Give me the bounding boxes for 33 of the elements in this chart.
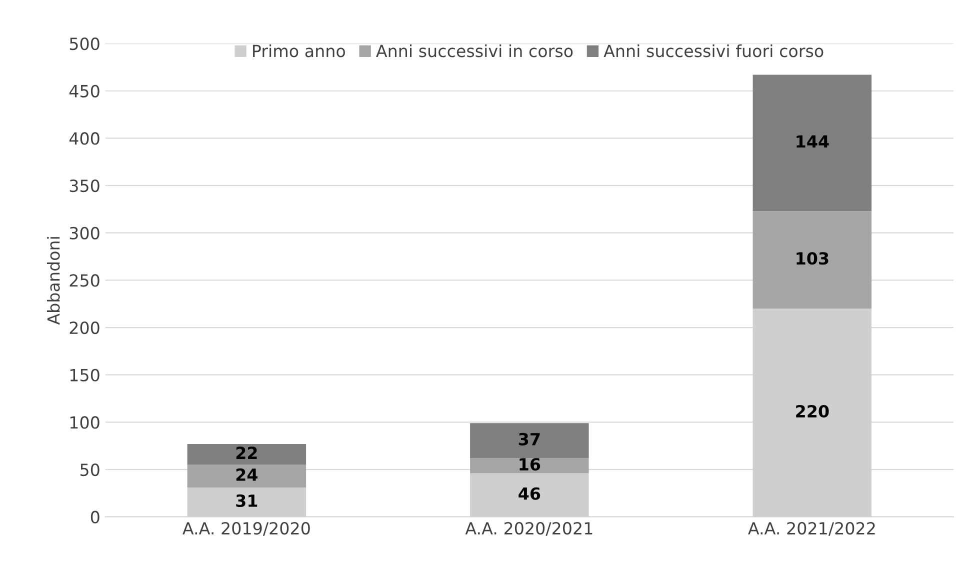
y-tick-label: 0 xyxy=(90,510,100,524)
data-label: 144 xyxy=(796,135,829,148)
bar xyxy=(187,444,306,465)
y-tick-label: 350 xyxy=(70,180,100,192)
bar xyxy=(752,74,872,212)
bar xyxy=(470,458,589,474)
y-tick-label: 400 xyxy=(69,132,100,145)
legend-label: Anni successivi fuori corso xyxy=(604,44,824,58)
bar xyxy=(752,211,872,309)
data-label: 37 xyxy=(518,432,540,446)
y-axis-title: Abbandoni xyxy=(46,237,60,325)
y-tick-label: 450 xyxy=(69,84,100,98)
y-tick-label: 200 xyxy=(70,321,100,334)
data-label: 22 xyxy=(236,446,257,459)
data-label: 220 xyxy=(796,404,829,418)
x-tick-label: A.A. 2019/2020 xyxy=(182,522,310,536)
data-label: 24 xyxy=(236,468,258,481)
x-tick-label: A.A. 2020/2021 xyxy=(465,522,592,536)
legend-label: Primo anno xyxy=(253,44,345,58)
data-label: 16 xyxy=(520,458,540,471)
y-tick-label: 250 xyxy=(70,274,100,287)
bar xyxy=(470,423,589,458)
y-tick-label: 50 xyxy=(80,463,100,476)
y-tick-label: 150 xyxy=(70,368,100,382)
y-tick-label: 100 xyxy=(70,416,100,429)
y-tick-label: 500 xyxy=(70,38,100,50)
x-tick-label: A.A. 2021/2022 xyxy=(748,522,875,536)
data-label: 46 xyxy=(518,487,540,500)
y-tick-label: 300 xyxy=(70,226,100,240)
legend-label: Anni successivi in corso xyxy=(376,44,573,58)
data-label: 31 xyxy=(236,494,258,508)
bar xyxy=(187,464,306,488)
data-label: 103 xyxy=(796,252,828,265)
